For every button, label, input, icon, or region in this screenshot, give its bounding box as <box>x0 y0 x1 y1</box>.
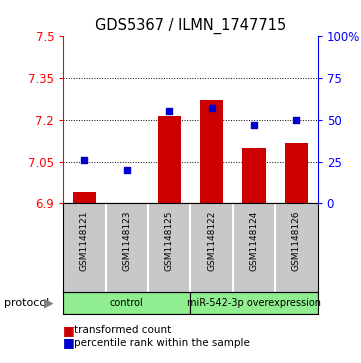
Bar <box>63 292 191 314</box>
Point <box>82 157 87 163</box>
Text: miR-542-3p overexpression: miR-542-3p overexpression <box>187 298 321 308</box>
Bar <box>157 116 181 203</box>
Text: ■: ■ <box>63 324 75 337</box>
Point <box>293 117 299 123</box>
Text: ■: ■ <box>63 337 75 350</box>
Text: transformed count: transformed count <box>74 325 171 335</box>
Point <box>124 167 130 173</box>
Point <box>209 105 214 111</box>
Bar <box>285 143 308 203</box>
Text: ▶: ▶ <box>44 297 53 310</box>
Bar <box>73 192 96 203</box>
Point <box>166 109 172 114</box>
Bar <box>242 148 266 203</box>
Text: GSM1148123: GSM1148123 <box>122 211 131 271</box>
Text: control: control <box>110 298 144 308</box>
Bar <box>200 100 223 203</box>
Text: GSM1148125: GSM1148125 <box>165 211 174 271</box>
Text: GSM1148122: GSM1148122 <box>207 211 216 271</box>
Bar <box>191 292 318 314</box>
Text: percentile rank within the sample: percentile rank within the sample <box>74 338 250 348</box>
Text: GSM1148126: GSM1148126 <box>292 211 301 271</box>
Text: protocol: protocol <box>4 298 49 308</box>
Text: GSM1148124: GSM1148124 <box>249 211 258 271</box>
Title: GDS5367 / ILMN_1747715: GDS5367 / ILMN_1747715 <box>95 17 286 33</box>
Point <box>251 122 257 128</box>
Text: GSM1148121: GSM1148121 <box>80 211 89 271</box>
